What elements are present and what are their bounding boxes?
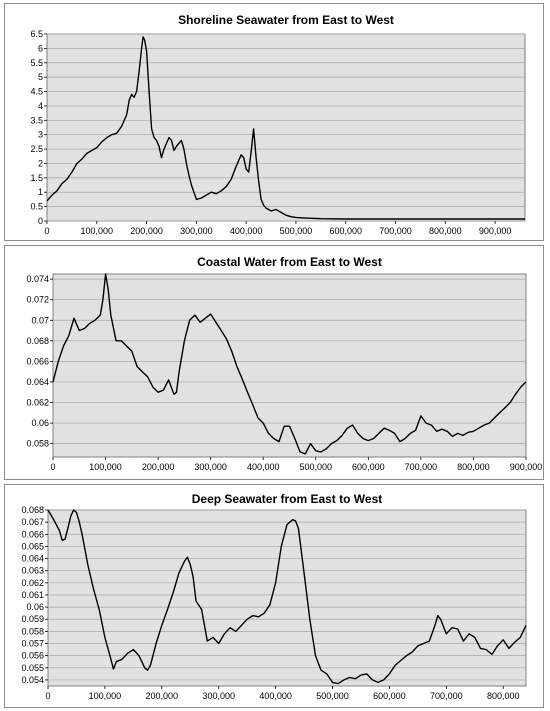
y-tick-label: 0.067 <box>21 517 44 527</box>
y-tick-label: 0.07 <box>31 315 49 325</box>
y-tick-label: 0.068 <box>21 505 44 515</box>
y-tick-label: 4.5 <box>30 87 43 97</box>
y-tick-label: 0.074 <box>26 274 49 284</box>
y-tick-label: 0.066 <box>26 356 49 366</box>
x-tick-label: 800,000 <box>429 226 462 236</box>
x-tick-label: 700,000 <box>430 691 463 701</box>
x-tick-label: 500,000 <box>316 691 349 701</box>
chart-shoreline-seawater: Shoreline Seawater from East to West 0 0.5… <box>30 13 526 236</box>
x-tick-label: 0 <box>44 226 49 236</box>
y-tick-label: 1 <box>38 187 43 197</box>
x-tick-label: 0 <box>50 462 55 472</box>
data-series-line <box>46 36 525 220</box>
y-tick-label: 0.059 <box>21 614 44 624</box>
x-tick-label: 200,000 <box>142 462 175 472</box>
y-tick-label: 0.062 <box>26 398 49 408</box>
y-tick-label: 1.5 <box>30 173 43 183</box>
x-tick-label: 300,000 <box>202 691 235 701</box>
y-tick-label: 0.062 <box>21 578 44 588</box>
x-tick-label: 200,000 <box>130 226 163 236</box>
y-tick-label: 0.057 <box>21 639 44 649</box>
chart-panel-deep: Deep Seawater from East to West 0.054 0.05… <box>4 484 544 708</box>
chart-coastal-water: Coastal Water from East to West 0.058 0.06… <box>26 255 543 472</box>
y-tick-label: 6.5 <box>30 29 43 39</box>
x-tick-label: 400,000 <box>259 691 292 701</box>
x-tick-label: 500,000 <box>280 226 313 236</box>
x-tick-label: 400,000 <box>230 226 263 236</box>
x-tick-label: 500,000 <box>300 462 333 472</box>
data-series-line <box>52 273 527 455</box>
y-tick-label: 2 <box>38 158 43 168</box>
y-tick-label: 0.5 <box>30 202 43 212</box>
plot-area <box>46 33 526 222</box>
data-series-line <box>47 509 527 685</box>
chart-panel-shoreline: Shoreline Seawater from East to West 0 0.5… <box>4 3 544 241</box>
y-tick-label: 3 <box>38 130 43 140</box>
x-tick-label: 100,000 <box>89 691 122 701</box>
chart-title: Coastal Water from East to West <box>197 255 382 269</box>
y-tick-label: 4 <box>38 101 43 111</box>
y-tick-label: 0.058 <box>21 626 44 636</box>
y-tick-label: 0 <box>38 216 43 226</box>
x-tick-label: 700,000 <box>405 462 438 472</box>
x-tick-label: 0 <box>45 691 50 701</box>
x-tick-label: 300,000 <box>194 462 227 472</box>
y-tick-label: 0.055 <box>21 663 44 673</box>
x-tick-label: 600,000 <box>373 691 406 701</box>
chart-panel-coastal: Coastal Water from East to West 0.058 0.06… <box>4 245 544 480</box>
y-tick-label: 0.072 <box>26 295 49 305</box>
chart-deep-seawater: Deep Seawater from East to West 0.054 0.05… <box>21 492 527 701</box>
x-tick-label: 600,000 <box>352 462 385 472</box>
y-tick-label: 0.066 <box>21 529 44 539</box>
y-tick-label: 5 <box>38 72 43 82</box>
y-tick-label: 5.5 <box>30 58 43 68</box>
x-tick-label: 300,000 <box>180 226 213 236</box>
x-tick-label: 100,000 <box>81 226 114 236</box>
x-tick-label: 900,000 <box>479 226 512 236</box>
y-tick-label: 0.06 <box>31 418 49 428</box>
plot-area <box>47 509 527 687</box>
x-tick-label: 400,000 <box>247 462 280 472</box>
x-tick-label: 800,000 <box>487 691 520 701</box>
y-tick-label: 0.061 <box>21 590 44 600</box>
y-tick-label: 0.063 <box>21 566 44 576</box>
y-tick-label: 0.064 <box>26 377 49 387</box>
y-tick-label: 0.056 <box>21 651 44 661</box>
y-tick-label: 3.5 <box>30 115 43 125</box>
chart-title: Shoreline Seawater from East to West <box>178 13 394 27</box>
x-tick-label: 800,000 <box>457 462 490 472</box>
plot-area <box>52 273 527 458</box>
y-tick-label: 0.064 <box>21 554 44 564</box>
y-tick-label: 0.054 <box>21 675 44 685</box>
y-tick-label: 0.058 <box>26 439 49 449</box>
y-tick-label: 0.068 <box>26 336 49 346</box>
chart-title: Deep Seawater from East to West <box>192 492 383 506</box>
x-tick-label: 900,000 <box>510 462 543 472</box>
x-tick-label: 700,000 <box>379 226 412 236</box>
x-tick-label: 100,000 <box>89 462 122 472</box>
x-tick-label: 600,000 <box>329 226 362 236</box>
y-tick-label: 6 <box>38 43 43 53</box>
x-tick-label: 200,000 <box>146 691 179 701</box>
y-tick-label: 2.5 <box>30 144 43 154</box>
y-tick-label: 0.065 <box>21 541 44 551</box>
y-tick-label: 0.06 <box>26 602 44 612</box>
